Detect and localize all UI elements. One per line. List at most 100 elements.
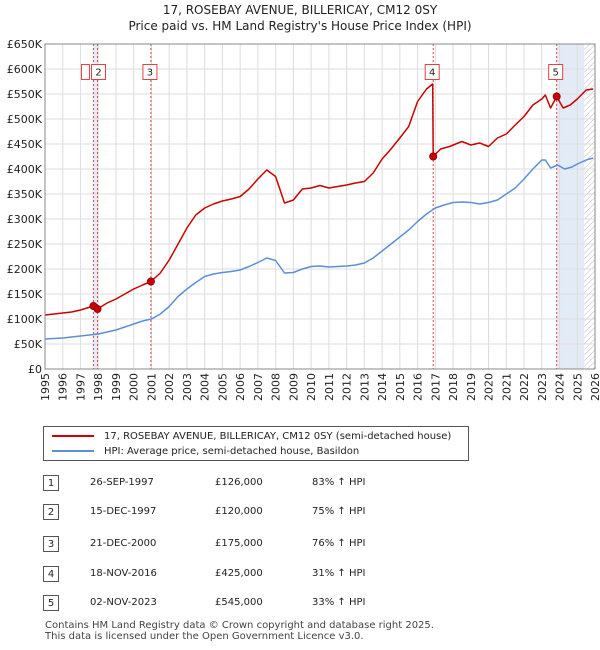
sale-date: 18-NOV-2016 xyxy=(90,568,157,579)
x-tick-label: 1999 xyxy=(110,373,123,401)
y-tick-label: £400K xyxy=(7,163,43,176)
x-tick-label: 2001 xyxy=(145,373,158,401)
sale-hpi: 33% ↑ HPI xyxy=(312,597,366,608)
sale-marker xyxy=(146,277,155,286)
event-box-label: 5 xyxy=(552,68,558,79)
y-tick-label: £100K xyxy=(7,313,43,326)
sale-price: £425,000 xyxy=(215,568,263,579)
x-tick-label: 2024 xyxy=(554,373,567,401)
x-tick-label: 2012 xyxy=(341,373,354,401)
y-tick-label: £550K xyxy=(7,88,43,101)
sale-hpi: 76% ↑ HPI xyxy=(312,538,366,549)
sale-date: 26-SEP-1997 xyxy=(90,477,154,488)
chart-subtitle: Price paid vs. HM Land Registry's House … xyxy=(128,19,472,33)
event-box-label: 3 xyxy=(147,68,153,79)
x-tick-label: 2005 xyxy=(216,373,229,401)
x-tick-label: 1996 xyxy=(57,373,70,401)
sale-number: 2 xyxy=(43,504,59,520)
event-box xyxy=(548,64,564,80)
sale-price: £126,000 xyxy=(215,477,263,488)
sale-marker xyxy=(552,92,561,101)
legend-swatch-hpi xyxy=(52,450,94,452)
x-tick-label: 2011 xyxy=(323,373,336,401)
chart-title: 17, ROSEBAY AVENUE, BILLERICAY, CM12 0SY xyxy=(162,3,438,17)
footer-copyright: Contains HM Land Registry data © Crown c… xyxy=(45,620,434,631)
x-tick-label: 1997 xyxy=(74,373,87,401)
sale-hpi: 75% ↑ HPI xyxy=(312,506,366,517)
y-tick-label: £0 xyxy=(28,363,42,376)
y-tick-label: £150K xyxy=(7,288,43,301)
x-tick-label: 2000 xyxy=(128,373,141,401)
event-box xyxy=(142,64,158,80)
x-tick-label: 2016 xyxy=(412,373,425,401)
plot-area xyxy=(45,44,595,369)
sale-number: 1 xyxy=(43,475,59,491)
x-tick-label: 2014 xyxy=(376,373,389,401)
x-tick-label: 2015 xyxy=(394,373,407,401)
plot-frame xyxy=(44,43,596,370)
table-row: 1 26-SEP-1997 £126,000 83% ↑ HPI xyxy=(0,475,600,495)
table-row: 3 21-DEC-2000 £175,000 76% ↑ HPI xyxy=(0,536,600,556)
event-box-1 xyxy=(80,64,90,80)
y-tick-label: £50K xyxy=(14,338,43,351)
x-tick-label: 2013 xyxy=(358,373,371,401)
sale-marker xyxy=(429,152,438,161)
footer-licence: This data is licensed under the Open Gov… xyxy=(45,631,364,642)
x-tick-label: 2002 xyxy=(163,373,176,401)
property-line xyxy=(44,83,594,316)
sale-price: £175,000 xyxy=(215,538,263,549)
legend-item-property: 17, ROSEBAY AVENUE, BILLERICAY, CM12 0SY… xyxy=(52,429,451,445)
x-tick-label: 2006 xyxy=(234,373,247,401)
x-tick-label: 2021 xyxy=(500,373,513,401)
event-box-label: 2 xyxy=(95,68,101,79)
x-tick-label: 2008 xyxy=(270,373,283,401)
sale-hpi: 31% ↑ HPI xyxy=(312,568,366,579)
y-tick-label: £500K xyxy=(7,113,43,126)
table-row: 4 18-NOV-2016 £425,000 31% ↑ HPI xyxy=(0,566,600,586)
x-tick-label: 2017 xyxy=(429,373,442,401)
x-tick-label: 2018 xyxy=(447,373,460,401)
sale-price: £120,000 xyxy=(215,506,263,517)
event-box-label: 4 xyxy=(429,68,435,79)
legend: 17, ROSEBAY AVENUE, BILLERICAY, CM12 0SY… xyxy=(43,426,469,461)
table-row: 5 02-NOV-2023 £545,000 33% ↑ HPI xyxy=(0,595,600,615)
legend-label-hpi: HPI: Average price, semi-detached house,… xyxy=(104,446,360,457)
x-tick-label: 2004 xyxy=(199,373,212,401)
event-box xyxy=(91,64,107,80)
event-box xyxy=(424,64,440,80)
legend-swatch-property xyxy=(52,435,94,437)
x-tick-label: 1995 xyxy=(39,373,52,401)
x-tick-label: 2007 xyxy=(252,373,265,401)
x-tick-label: 2010 xyxy=(305,373,318,401)
x-tick-label: 2022 xyxy=(518,373,531,401)
sale-number: 5 xyxy=(43,595,59,611)
hpi-line xyxy=(44,157,594,340)
future-hatch xyxy=(584,44,595,369)
sale-price: £545,000 xyxy=(215,597,263,608)
sale-number: 3 xyxy=(43,536,59,552)
table-row: 2 15-DEC-1997 £120,000 75% ↑ HPI xyxy=(0,504,600,524)
shaded-period xyxy=(93,44,98,369)
sale-date: 15-DEC-1997 xyxy=(90,506,157,517)
y-tick-label: £250K xyxy=(7,238,43,251)
y-tick-label: £300K xyxy=(7,213,43,226)
y-tick-label: £600K xyxy=(7,63,43,76)
x-tick-label: 2026 xyxy=(589,373,600,401)
legend-label-property: 17, ROSEBAY AVENUE, BILLERICAY, CM12 0SY… xyxy=(104,431,452,442)
y-tick-label: £650K xyxy=(7,38,43,51)
y-tick-label: £350K xyxy=(7,188,43,201)
x-tick-label: 2009 xyxy=(287,373,300,401)
sale-date: 02-NOV-2023 xyxy=(90,597,157,608)
sale-hpi: 83% ↑ HPI xyxy=(312,477,366,488)
x-tick-label: 2025 xyxy=(571,373,584,401)
sale-number: 4 xyxy=(43,566,59,582)
shaded-period xyxy=(556,44,585,369)
y-tick-label: £200K xyxy=(7,263,43,276)
x-tick-label: 2003 xyxy=(181,373,194,401)
price-chart: £0 £50K £100K £150K £200K £250K £300K £350K £400… xyxy=(7,38,600,401)
legend-item-hpi: HPI: Average price, semi-detached house,… xyxy=(52,444,359,460)
y-tick-label: £450K xyxy=(7,138,43,151)
x-tick-label: 2023 xyxy=(536,373,549,401)
x-tick-label: 2020 xyxy=(483,373,496,401)
x-tick-label: 1998 xyxy=(92,373,105,401)
